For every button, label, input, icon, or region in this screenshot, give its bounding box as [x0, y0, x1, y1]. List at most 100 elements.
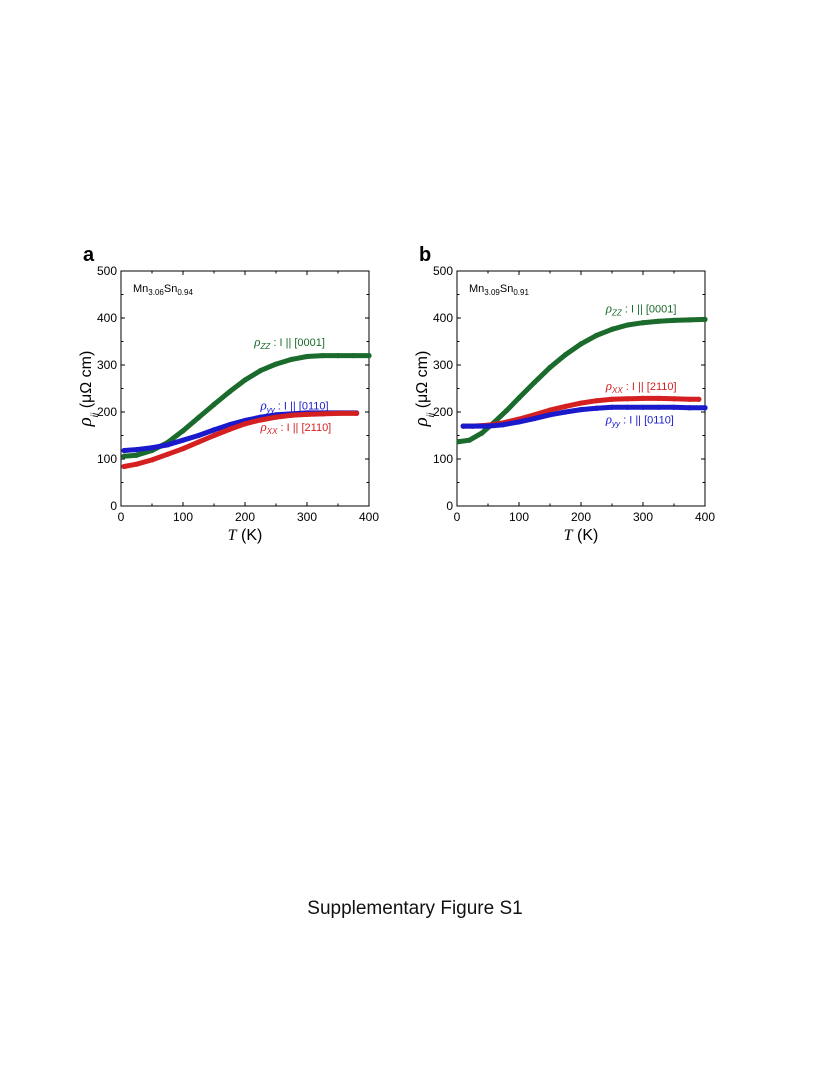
x-tick-label: 200	[571, 510, 591, 524]
data-point-rho_yy	[133, 447, 140, 453]
data-point-rho_xx	[696, 396, 702, 402]
figure-caption: Supplementary Figure S1	[307, 898, 523, 919]
data-point-rho_xx	[686, 396, 693, 402]
series-label-rho_zz: ρZZ : I || [0001]	[605, 300, 677, 317]
data-point-rho_zz	[624, 322, 631, 328]
data-point-rho_yy	[195, 432, 202, 439]
data-point-rho_xx	[288, 412, 295, 418]
x-tick-label: 0	[454, 510, 461, 524]
data-point-rho_zz	[456, 439, 462, 445]
data-point-rho_xx	[195, 439, 202, 445]
x-tick-label: 400	[695, 510, 715, 524]
data-point-rho_zz	[504, 407, 510, 414]
series-line-rho_xx	[121, 410, 360, 469]
data-point-rho_zz	[226, 389, 233, 395]
data-point-rho_xx	[133, 461, 140, 467]
data-point-rho_zz	[578, 341, 584, 347]
data-point-rho_yy	[609, 404, 615, 410]
data-point-rho_zz	[211, 401, 217, 408]
data-point-rho_zz	[640, 320, 646, 326]
data-point-rho_xx	[226, 426, 233, 432]
data-point-rho_xx	[121, 463, 127, 470]
data-point-rho_zz	[547, 364, 553, 370]
data-point-rho_xx	[211, 432, 217, 439]
data-point-rho_yy	[485, 423, 491, 429]
data-point-rho_xx	[624, 396, 631, 402]
y-tick-label: 100	[433, 452, 453, 466]
data-point-rho_xx	[180, 446, 186, 452]
y-tick-label: 0	[446, 499, 453, 513]
y-tick-label: 500	[433, 264, 453, 278]
data-point-rho_xx	[304, 411, 310, 417]
x-tick-label: 300	[633, 510, 653, 524]
data-point-rho_xx	[671, 396, 677, 402]
y-tick-label: 300	[433, 358, 453, 372]
data-point-rho_zz	[686, 317, 693, 323]
data-point-rho_yy	[500, 422, 507, 428]
plot-frame	[120, 270, 370, 507]
y-tick-label: 100	[97, 452, 117, 466]
data-point-rho_zz	[593, 332, 600, 338]
sample-label: Mn3.09Sn0.91	[469, 283, 529, 297]
x-tick-label: 400	[359, 510, 379, 524]
series-line-rho_zz	[121, 353, 372, 459]
data-point-rho_zz	[609, 326, 615, 332]
data-point-rho_zz	[531, 379, 538, 385]
y-tick-label: 200	[97, 405, 117, 419]
data-point-rho_xx	[149, 457, 155, 463]
y-tick-label: 200	[433, 405, 453, 419]
data-point-rho_zz	[702, 316, 708, 323]
data-point-rho_yy	[671, 404, 677, 410]
data-point-rho_zz	[180, 428, 186, 434]
data-point-rho_zz	[133, 452, 140, 458]
data-point-rho_yy	[702, 405, 708, 411]
data-point-rho_zz	[366, 353, 372, 359]
data-point-rho_zz	[671, 317, 677, 323]
data-point-rho_yy	[226, 422, 233, 428]
data-point-rho_xx	[242, 421, 248, 427]
data-point-rho_yy	[180, 437, 186, 443]
panel-label-b: b	[419, 244, 431, 266]
x-tick-label: 100	[509, 510, 529, 524]
data-point-rho_yy	[516, 419, 522, 425]
data-point-rho_xx	[257, 417, 264, 423]
y-tick-label: 400	[97, 311, 117, 325]
y-tick-label: 500	[97, 264, 117, 278]
data-point-rho_zz	[479, 430, 485, 436]
x-tick-label: 0	[118, 510, 125, 524]
data-point-rho_xx	[640, 395, 646, 401]
y-axis-label: ρii (μΩ cm)	[411, 351, 437, 428]
data-point-rho_zz	[516, 395, 522, 401]
data-point-rho_xx	[319, 411, 326, 417]
data-point-rho_yy	[686, 405, 693, 411]
data-point-rho_zz	[242, 377, 248, 383]
data-point-rho_yy	[547, 412, 553, 418]
data-point-rho_xx	[273, 414, 279, 420]
data-point-rho_yy	[531, 415, 538, 422]
data-point-rho_zz	[350, 353, 357, 359]
data-point-rho_xx	[578, 400, 584, 406]
data-point-rho_xx	[593, 398, 600, 404]
data-point-rho_zz	[121, 453, 127, 459]
series-label-rho_xx: ρXX : I || [2110]	[260, 419, 332, 436]
data-point-rho_xx	[547, 407, 553, 413]
x-tick-label: 100	[173, 510, 193, 524]
sample-label: Mn3.06Sn0.94	[133, 283, 193, 297]
data-point-rho_xx	[335, 410, 341, 417]
data-point-rho_yy	[640, 404, 646, 410]
x-axis-label: T (K)	[564, 527, 599, 544]
data-point-rho_yy	[164, 442, 171, 448]
data-point-rho_yy	[460, 423, 466, 429]
series-label-rho_zz: ρZZ : I || [0001]	[253, 334, 325, 351]
series-label-rho_yy: ρyy : I || [0110]	[605, 411, 674, 428]
data-point-rho_yy	[624, 404, 631, 410]
y-tick-label: 300	[97, 358, 117, 372]
data-point-rho_xx	[655, 395, 662, 401]
x-axis-label: T (K)	[228, 527, 263, 544]
data-point-rho_zz	[335, 353, 341, 359]
panel-label-a: a	[83, 244, 95, 266]
x-tick-label: 300	[297, 510, 317, 524]
